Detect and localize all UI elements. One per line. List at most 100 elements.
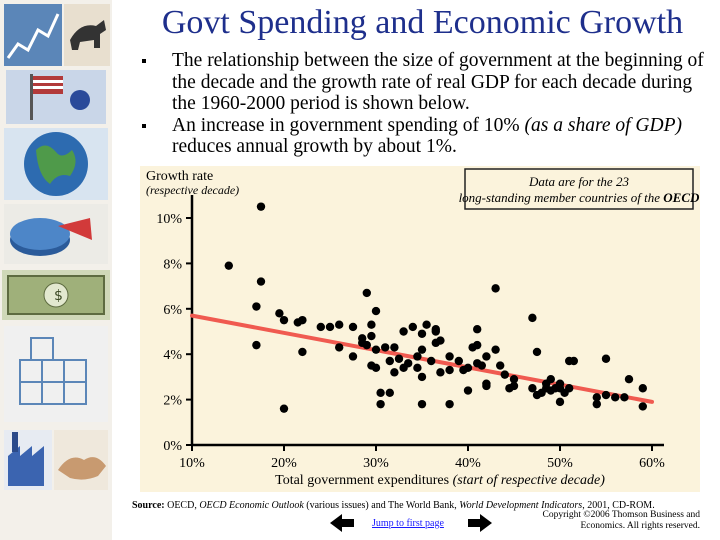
data-point: [275, 309, 284, 318]
jump-to-first-page-link[interactable]: Jump to first page: [372, 518, 444, 529]
bullet-list: The relationship between the size of gov…: [140, 50, 715, 158]
data-point: [463, 386, 473, 395]
data-point: [256, 277, 266, 286]
arrow-right-icon[interactable]: [468, 514, 492, 532]
bull-icon: [64, 4, 110, 66]
data-point: [528, 313, 537, 323]
data-point: [638, 384, 647, 393]
data-point: [417, 345, 427, 354]
data-point: [335, 343, 344, 352]
data-point: [385, 356, 394, 366]
data-point: [413, 363, 422, 373]
bullet-dot-icon: [142, 123, 146, 128]
data-point: [371, 363, 381, 373]
data-point: [427, 356, 436, 366]
y-tick-label: 10%: [156, 212, 182, 227]
slide-title: Govt Spending and Economic Growth: [161, 4, 684, 41]
data-point: [316, 322, 325, 332]
data-point: [445, 352, 454, 361]
data-point: [482, 381, 491, 391]
data-point: [601, 390, 611, 400]
data-point: [445, 399, 454, 409]
data-point: [376, 388, 385, 397]
trend-line: [190, 313, 654, 404]
data-point: [362, 288, 371, 298]
y-tick-label: 6%: [163, 303, 182, 318]
data-point: [413, 352, 422, 361]
data-point: [417, 372, 427, 382]
bullet-text: An increase in government spending of 10…: [172, 114, 682, 158]
data-point: [252, 340, 261, 350]
building-blocks-icon: [4, 326, 108, 422]
globe-icon: [4, 128, 108, 200]
data-point: [404, 359, 413, 368]
data-point: [376, 399, 385, 409]
data-point: [371, 345, 381, 354]
data-point: [224, 261, 233, 270]
data-point: [256, 202, 266, 211]
x-axis-label-sub: (start of respective decade): [453, 473, 606, 488]
data-point: [298, 347, 307, 357]
data-point: [431, 325, 440, 334]
chart-marks: [190, 202, 654, 413]
data-point: [592, 399, 601, 409]
data-point: [477, 361, 486, 370]
data-point: [279, 315, 289, 325]
factory-icon: [4, 430, 52, 490]
data-point: [509, 374, 519, 384]
x-tick-label: 60%: [639, 456, 665, 471]
data-point: [335, 320, 344, 329]
x-axis-label: Total government expenditures (start of …: [275, 473, 605, 488]
data-point: [620, 393, 629, 402]
decorative-sidebar: $: [0, 0, 112, 540]
annotation-text-line2: long-standing member countries of the OE…: [459, 190, 700, 205]
data-point: [348, 322, 358, 332]
data-point: [445, 365, 454, 375]
x-axis-label-main: Total government expenditures: [275, 473, 452, 488]
data-point: [417, 329, 427, 338]
data-point: [555, 397, 565, 407]
data-point: [569, 356, 578, 366]
data-point: [436, 368, 445, 377]
data-point: [532, 347, 542, 357]
data-point: [394, 354, 404, 363]
data-point: [367, 320, 376, 329]
arrow-left-icon[interactable]: [330, 514, 354, 532]
data-point: [473, 340, 482, 350]
pie-chart-icon: [4, 204, 108, 264]
flag-icon: [6, 70, 106, 124]
chart-labels: 0% 2% 4% 6% 8% 10% 10% 20% 30% 40% 50% 60% Growth ra…: [146, 168, 700, 488]
data-point: [528, 384, 537, 393]
data-point: [491, 345, 500, 354]
annotation-text: Data are for the 23: [528, 174, 629, 189]
data-point: [463, 363, 473, 373]
data-point: [638, 402, 647, 411]
data-point: [390, 343, 399, 352]
x-tick-label: 10%: [179, 456, 205, 471]
annotation-bold: OECD: [663, 190, 700, 205]
y-axis-sublabel: (respective decade): [146, 183, 239, 197]
dollar-bill-icon: $: [2, 270, 110, 320]
data-point: [362, 340, 371, 350]
data-point: [592, 393, 601, 402]
bullet-text: The relationship between the size of gov…: [172, 50, 704, 114]
data-point: [496, 361, 505, 370]
source-note: Source: OECD, OECD Economic Outlook (var…: [132, 500, 655, 511]
data-point: [279, 404, 289, 413]
data-point: [436, 336, 445, 345]
y-tick-label: 2%: [163, 394, 182, 409]
data-point: [298, 315, 307, 325]
data-point: [565, 384, 574, 393]
plot-background: [140, 166, 700, 492]
data-point: [358, 334, 367, 343]
data-point: [624, 374, 634, 384]
data-point: [385, 388, 394, 397]
y-tick-label: 4%: [163, 348, 182, 363]
y-tick-label: 0%: [163, 439, 182, 454]
data-point: [367, 331, 376, 341]
x-tick-label: 30%: [363, 456, 389, 471]
x-tick-label: 50%: [547, 456, 573, 471]
data-point: [417, 399, 427, 409]
data-point: [546, 374, 555, 384]
